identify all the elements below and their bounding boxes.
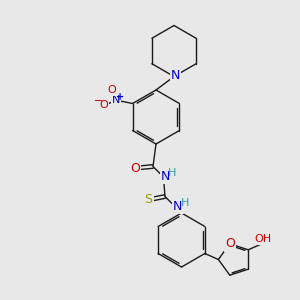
Text: N: N: [171, 69, 180, 82]
Text: H: H: [168, 168, 177, 178]
Text: −: −: [93, 96, 103, 106]
Text: +: +: [116, 92, 124, 102]
Text: O: O: [130, 161, 140, 175]
Text: N: N: [112, 95, 120, 105]
Text: O: O: [99, 100, 108, 110]
Text: O: O: [107, 85, 116, 95]
Text: O: O: [225, 237, 235, 250]
Text: S: S: [145, 193, 152, 206]
Text: OH: OH: [255, 234, 272, 244]
Text: H: H: [181, 198, 189, 208]
Text: N: N: [161, 169, 171, 183]
Text: N: N: [173, 200, 183, 213]
